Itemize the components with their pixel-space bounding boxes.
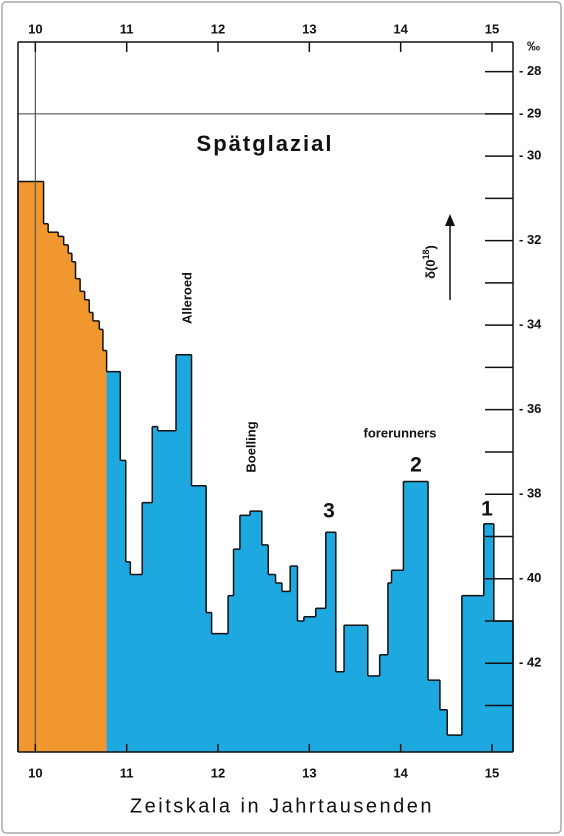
step-bar [268,574,277,752]
step-bar [233,549,241,752]
label-arrow-head [445,214,455,226]
x-tick-label-top: 13 [302,21,316,36]
x-tick-label-bottom: 15 [485,765,499,780]
y-tick-label: - 28 [519,63,541,78]
y-tick-label: - 42 [519,655,541,670]
step-bar [157,430,177,752]
chart-title: Spätglazial [197,131,334,156]
y-unit: ‰ [527,38,540,53]
step-bar [106,371,121,752]
step-bar [75,278,81,752]
step-bar [102,350,108,752]
step-bar [68,253,73,753]
step-bar [297,620,305,752]
step-bar [130,574,143,752]
step-bar [290,566,298,752]
step-bar [275,582,283,752]
step-bar [493,620,514,752]
x-tick-label-top: 15 [485,21,499,36]
x-tick-label-bottom: 11 [120,765,134,780]
step-bar [249,511,263,752]
step-bar [63,244,69,752]
x-tick-label-top: 11 [120,21,134,36]
x-tick-label-bottom: 14 [393,765,408,780]
step-bar [387,582,393,752]
step-bar [125,561,131,752]
y-tick-label: - 38 [519,486,541,501]
step-bar [261,544,269,752]
annotation: 3 [323,500,335,523]
step-bar [335,671,345,752]
step-bar [43,223,49,752]
step-bar [58,236,65,752]
x-tick-label-top: 12 [211,21,225,36]
step-bar [428,680,441,752]
x-tick-label-bottom: 10 [28,765,42,780]
step-bar [439,709,448,752]
step-bar [483,523,495,752]
annotation: Alleroed [179,272,194,324]
step-bar [152,426,159,752]
step-bar [80,291,86,752]
step-bar [92,320,100,752]
step-bar [379,654,389,752]
step-bar [175,354,193,752]
step-bar [315,608,327,752]
step-bar [344,625,369,752]
step-bar [18,181,45,752]
x-tick-label-bottom: 13 [302,765,316,780]
y-tick-label: - 32 [519,232,541,247]
step-bar [367,675,381,752]
y-tick-label: - 34 [519,317,542,332]
y-axis-label-close: ) [423,245,438,249]
step-bar [228,595,235,752]
x-tick-label-bottom: 12 [211,765,225,780]
step-bar [191,485,207,752]
y-tick-label: - 30 [519,148,541,163]
step-bar [303,616,317,752]
step-bar [391,570,404,752]
step-bar [142,502,153,752]
step-bar [89,312,94,752]
step-bar [239,515,251,752]
step-bar [206,612,213,752]
step-bar [84,299,90,752]
y-tick-label: - 40 [519,570,541,585]
x-axis-label: Zeitskala in Jahrtausenden [130,795,434,817]
y-tick-label: - 36 [519,401,541,416]
x-tick-label-top: 14 [393,21,408,36]
y-axis-label-base: δ(0 [423,259,438,278]
annotation: forerunners [364,425,437,440]
step-bar [48,232,59,752]
step-bar [99,329,104,752]
annotation: 1 [481,498,493,521]
step-bar [461,595,485,752]
step-bar [120,460,127,752]
x-tick-label-top: 10 [28,21,42,36]
y-tick-label: - 29 [519,105,541,120]
step-bar [71,261,77,752]
step-bar [325,532,337,752]
step-bar [447,735,463,752]
annotation: Boelling [243,421,258,472]
y-axis-label: δ(018) [421,245,438,279]
step-bar [403,481,429,752]
y-axis-label-sup: 18 [421,249,431,259]
step-bar [281,591,291,752]
step-bar [211,633,229,752]
annotation: 2 [410,454,422,477]
